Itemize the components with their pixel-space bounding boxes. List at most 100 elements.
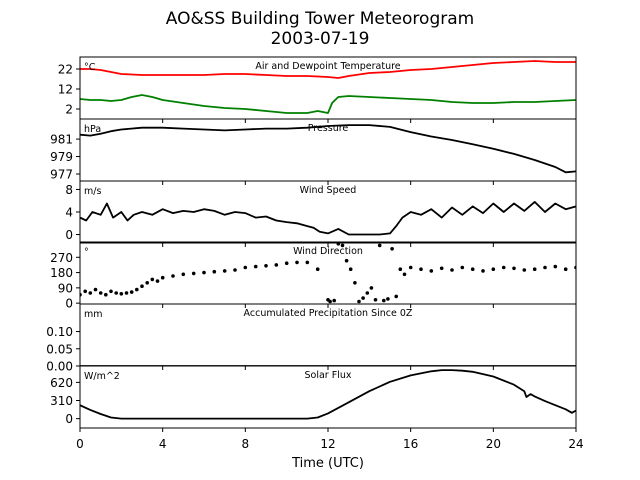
data-point (450, 268, 454, 272)
data-point (481, 269, 485, 273)
panel-accumulated-precipitation-since-0z: 0.00 0.05 0.10 mm Accumulated Precipitation … (46, 303, 577, 374)
data-point (129, 290, 134, 294)
data-point (357, 299, 361, 304)
data-point (336, 242, 341, 246)
data-point (253, 264, 258, 269)
data-point (222, 269, 227, 273)
series-line-air-and-dewpoint-temperature-1 (80, 94, 576, 114)
panel-wind-speed: 0 4 8 m/s Wind Speed (65, 180, 577, 247)
y-tick-label: 0 (65, 228, 73, 242)
data-point (382, 298, 386, 303)
panel-unit-label: ° (84, 247, 89, 258)
data-point (353, 281, 357, 285)
data-point (563, 267, 568, 272)
data-point (344, 258, 349, 263)
data-point (264, 264, 268, 268)
panel-title: Air and Dewpoint Temperature (255, 61, 400, 72)
data-point (501, 265, 506, 270)
y-tick-label: 620 (50, 376, 73, 390)
data-point (439, 266, 444, 271)
data-point (398, 267, 403, 272)
data-point (369, 286, 374, 290)
data-point (522, 268, 527, 272)
data-point (140, 284, 144, 289)
y-tick-label: 270 (50, 251, 73, 265)
series-line-air-and-dewpoint-temperature-0 (80, 60, 576, 79)
data-point (429, 269, 434, 273)
y-tick-label: 0 (65, 297, 73, 311)
data-point (553, 264, 558, 269)
x-axis-label: Time (UTC) (291, 456, 364, 471)
x-tick-label: 16 (403, 437, 418, 451)
data-point (160, 275, 165, 280)
data-point (373, 298, 378, 302)
y-tick-label: 180 (50, 266, 73, 280)
x-tick-label: 8 (242, 437, 250, 451)
x-tick-label: 4 (159, 437, 167, 451)
data-point (365, 291, 370, 295)
figure-subtitle-date: 2003-07-19 (271, 29, 370, 49)
panel-air-and-dewpoint-temperature: 2 12 22 °C Air and Dewpoint Temperature (58, 56, 577, 123)
panel-unit-label: W/m^2 (84, 371, 120, 382)
data-point (402, 272, 407, 277)
y-tick-label: 977 (50, 168, 73, 182)
y-tick-label: 310 (50, 394, 73, 408)
data-point (328, 299, 332, 304)
y-tick-label: 22 (58, 63, 73, 77)
panel-title: Pressure (308, 123, 349, 134)
panel-title: Accumulated Precipitation Since 0Z (244, 308, 413, 319)
data-point (135, 287, 139, 292)
data-point (155, 279, 160, 283)
data-point (491, 267, 496, 272)
y-tick-label: 979 (50, 150, 73, 164)
data-point (305, 260, 310, 265)
data-point (114, 291, 118, 295)
x-tick-label: 20 (486, 437, 501, 451)
data-point (124, 291, 129, 295)
data-point (332, 298, 337, 303)
panel-unit-label: m/s (84, 186, 101, 197)
data-point (315, 267, 320, 272)
panel-title: Solar Flux (305, 370, 352, 381)
data-point (191, 271, 196, 276)
series-line-pressure-0 (80, 124, 576, 174)
data-point (284, 261, 289, 266)
data-point (171, 274, 175, 278)
data-point (460, 265, 465, 270)
data-point (119, 292, 124, 296)
y-tick-label: 0.05 (46, 342, 73, 356)
data-point (243, 265, 248, 270)
y-tick-label: 0 (65, 412, 73, 426)
panel-pressure: 977 979 981 hPa Pressure (50, 118, 577, 185)
y-tick-label: 4 (65, 206, 73, 220)
data-point (361, 296, 365, 300)
y-tick-label: 12 (58, 83, 73, 97)
data-point (150, 277, 155, 282)
figure-title: AO&SS Building Tower Meteorogram (166, 9, 474, 29)
panel-unit-label: mm (84, 309, 103, 320)
data-point (419, 267, 423, 272)
data-point (145, 281, 149, 285)
data-point (181, 272, 186, 277)
data-point (202, 270, 206, 275)
data-point (543, 265, 547, 270)
data-point (233, 268, 237, 272)
data-point (104, 292, 108, 297)
y-tick-label: 8 (65, 183, 73, 197)
x-tick-label: 0 (76, 437, 84, 451)
panel-unit-label: hPa (84, 124, 101, 135)
data-point (98, 291, 103, 295)
data-point (274, 263, 279, 267)
data-point (83, 289, 87, 294)
y-tick-label: 981 (50, 133, 73, 147)
x-tick-label: 24 (568, 437, 583, 451)
data-point (386, 297, 390, 301)
data-point (88, 291, 93, 295)
series-wind-direction-0 (80, 242, 576, 304)
data-point (470, 267, 475, 272)
data-point (109, 289, 113, 294)
data-point (295, 260, 299, 265)
